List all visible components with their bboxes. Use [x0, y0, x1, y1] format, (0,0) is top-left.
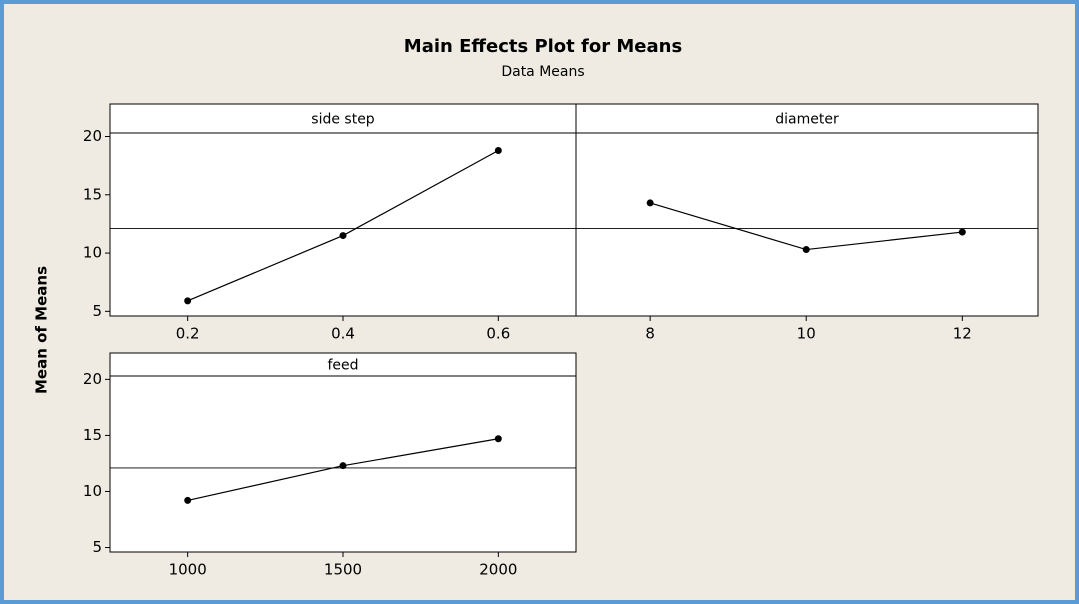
panel-title: feed: [327, 358, 358, 374]
y-tick-label: 15: [83, 426, 102, 444]
y-tick-label: 10: [83, 482, 102, 500]
x-tick-label: 1000: [169, 561, 207, 579]
plot-area: [575, 132, 1039, 317]
y-tick-label: 10: [83, 244, 102, 262]
x-tick-label: 2000: [479, 561, 517, 579]
y-axis-label: Mean of Means: [33, 266, 51, 394]
chart-subtitle: Data Means: [501, 64, 584, 80]
x-tick-label: 0.2: [176, 325, 200, 343]
x-tick-label: 10: [797, 325, 816, 343]
y-tick-label: 5: [92, 538, 102, 556]
point: [802, 246, 810, 254]
point: [339, 232, 347, 240]
x-tick-label: 8: [645, 325, 655, 343]
x-tick-label: 1500: [324, 561, 362, 579]
point: [339, 462, 347, 470]
x-tick-label: 12: [953, 325, 972, 343]
x-tick-label: 0.6: [486, 325, 510, 343]
y-tick-label: 5: [92, 302, 102, 320]
panel-title: diameter: [775, 112, 839, 128]
y-tick-label: 20: [83, 127, 102, 145]
y-tick-label: 20: [83, 370, 102, 388]
panel-header: [109, 103, 577, 134]
plot-area: [109, 132, 577, 317]
point: [958, 228, 966, 236]
point: [646, 199, 654, 207]
panel-title: side step: [311, 112, 375, 128]
chart-title: Main Effects Plot for Means: [404, 36, 682, 57]
y-tick-label: 15: [83, 185, 102, 203]
point: [494, 146, 502, 154]
point: [494, 435, 502, 443]
x-tick-label: 0.4: [331, 325, 355, 343]
point: [184, 297, 192, 305]
point: [184, 496, 192, 504]
